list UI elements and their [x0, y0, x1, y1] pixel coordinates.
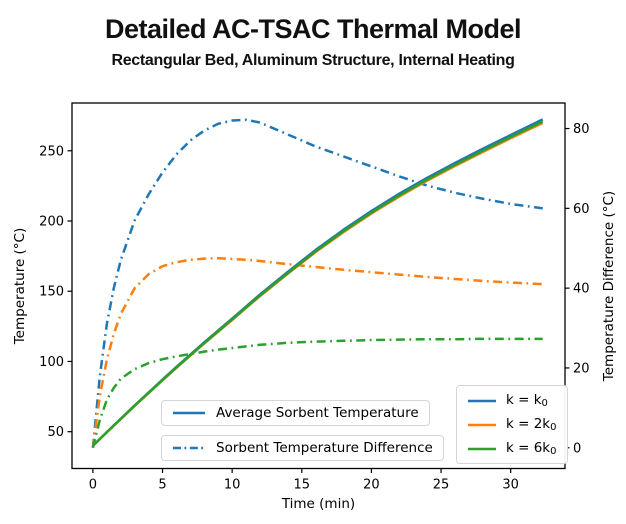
svg-text:20: 20	[363, 478, 380, 493]
svg-text:100: 100	[39, 355, 64, 370]
y-axis-label-right: Temperature Difference (°C)	[601, 190, 617, 382]
svg-text:150: 150	[39, 285, 64, 300]
legend-entry-2k0-label: k = 2k0	[506, 416, 557, 433]
legend-entry-k0-label: k = k0	[506, 392, 548, 409]
legend-entry-6k0-label: k = 6k0	[506, 440, 557, 457]
svg-text:0: 0	[573, 441, 581, 456]
svg-text:25: 25	[433, 478, 450, 493]
legend-entry-6k0: k = 6k0	[467, 440, 557, 457]
k0-line-sample-icon	[468, 399, 496, 402]
svg-text:5: 5	[158, 478, 166, 493]
2k0-line-sample-icon	[468, 423, 496, 426]
legend-entry-2k0: k = 2k0	[467, 416, 557, 433]
svg-text:15: 15	[294, 478, 311, 493]
legend-temperature-difference-label: Sorbent Temperature Difference	[216, 440, 433, 456]
solid-line-sample-icon	[173, 411, 205, 415]
dashdot-line-sample-icon	[173, 446, 205, 450]
svg-text:40: 40	[573, 282, 590, 297]
6k0-line-sample-icon	[468, 447, 496, 450]
svg-text:50: 50	[47, 425, 64, 440]
x-axis-label: Time (min)	[281, 496, 356, 512]
svg-text:200: 200	[39, 214, 64, 229]
svg-text:30: 30	[502, 478, 519, 493]
legend-entry-k0: k = k0	[467, 392, 557, 409]
svg-text:20: 20	[573, 361, 590, 376]
chart-subtitle: Rectangular Bed, Aluminum Structure, Int…	[111, 52, 515, 69]
svg-text:80: 80	[573, 122, 590, 137]
svg-text:10: 10	[224, 478, 241, 493]
legend-average-temperature-label: Average Sorbent Temperature	[216, 405, 419, 421]
svg-text:250: 250	[39, 144, 64, 159]
svg-text:60: 60	[573, 202, 590, 217]
chart-title: Detailed AC-TSAC Thermal Model	[104, 14, 522, 44]
y-axis-label-left: Temperature (°C)	[12, 227, 28, 345]
legend-k-values: k = k0 k = 2k0 k = 6k0	[456, 385, 568, 464]
legend-average-temperature: Average Sorbent Temperature	[161, 400, 430, 426]
legend-temperature-difference: Sorbent Temperature Difference	[161, 435, 444, 461]
svg-text:0: 0	[89, 478, 97, 493]
